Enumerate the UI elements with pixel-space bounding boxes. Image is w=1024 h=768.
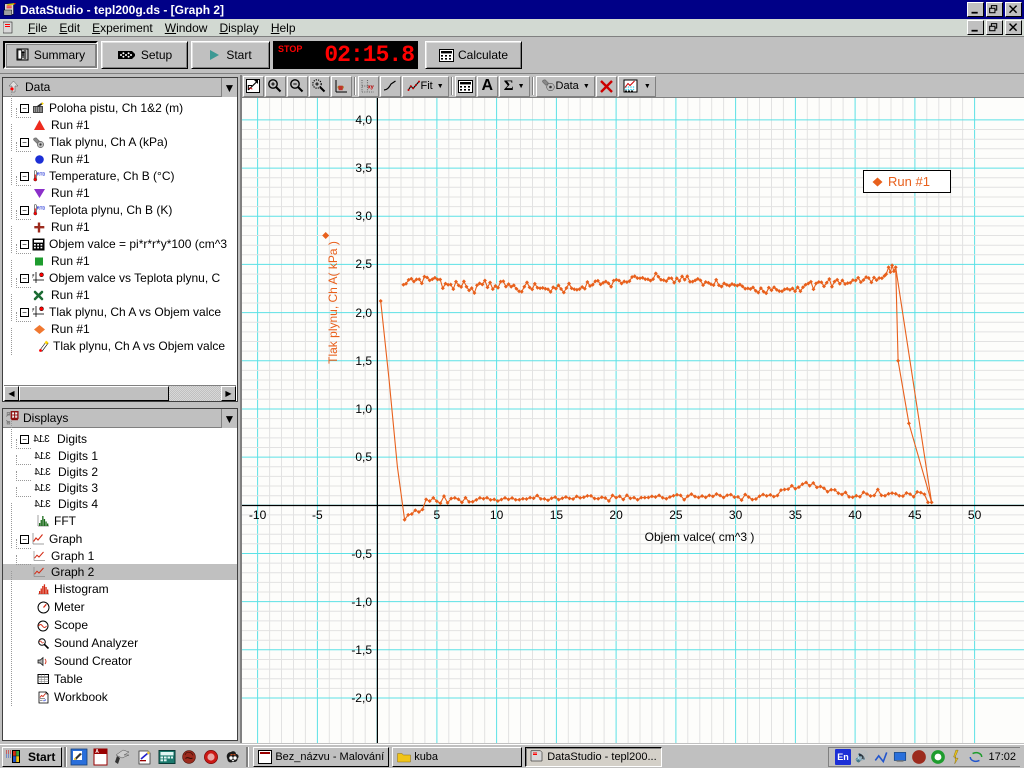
svg-text:RTD: RTD (37, 171, 45, 176)
svg-text:xy: xy (367, 84, 373, 90)
svg-text:A: A (96, 749, 100, 755)
svg-text:x: x (33, 307, 35, 311)
svg-text:RTD: RTD (37, 205, 45, 210)
svg-text:x: x (33, 273, 35, 277)
